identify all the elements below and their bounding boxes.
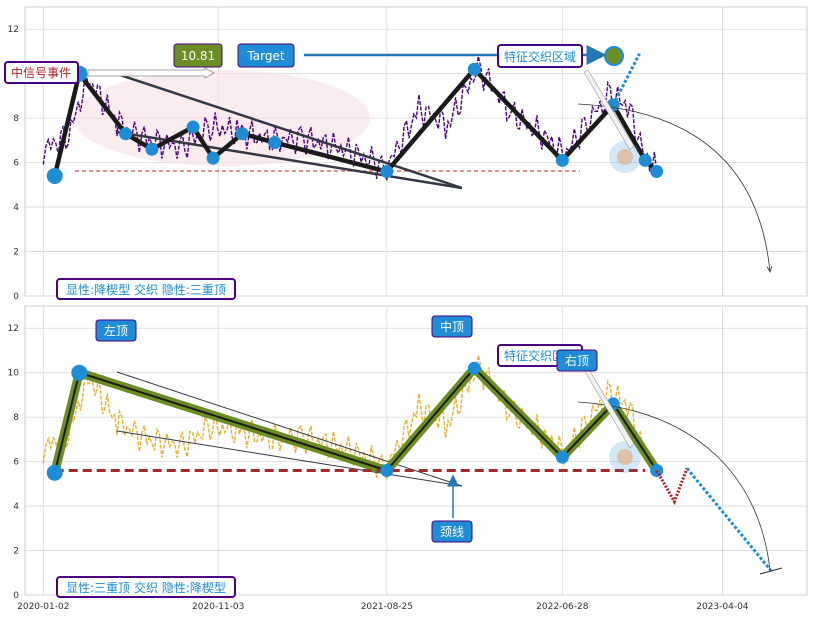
target-marker [604,46,624,66]
y-tick-label: 2 [13,547,19,557]
mid-top-label: 中顶 [431,315,473,338]
target-label-text: Target [246,49,284,63]
pattern-node [235,127,249,141]
right-top-label: 右顶 [556,349,598,372]
y-tick-label: 6 [13,458,19,468]
x-tick-label: 2022-06-28 [536,602,589,612]
x-tick-label: 2020-11-03 [192,602,244,612]
y-tick-label: 6 [13,159,19,169]
zone-pointer-top [583,69,635,151]
x-tick-label: 2023-04-04 [696,602,749,612]
pattern-node [71,364,88,381]
pattern-node [555,450,569,464]
y-tick-label: 8 [13,114,19,124]
event-arrow [87,67,215,79]
y-tick-label: 8 [13,413,19,423]
value-badge-text: 10.81 [181,49,215,63]
y-tick-label: 4 [13,502,19,512]
bottom-grid [25,306,807,596]
right-top-label-text: 右顶 [565,353,589,368]
value-badge: 10.81 [173,43,223,68]
pattern-node [467,62,481,76]
pattern-node [650,464,664,478]
zone-label-top: 特征交织区域 [497,44,583,68]
x-tick-label: 2020-01-02 [17,602,69,612]
left-top-label: 左顶 [95,319,137,342]
forecast-curve-bottom [577,401,771,571]
pattern-node [380,464,394,478]
breakout-dot-top [617,149,633,165]
projection-red-segment [655,467,689,506]
zone-label-top-text: 特征交织区域 [504,49,576,64]
pattern-note-bottom-text: 显性:三重顶 交织 隐性:降楔型 [66,580,226,595]
y-tick-label: 0 [13,292,19,302]
pattern-node [555,153,569,167]
guide-line-lower [116,430,463,487]
guide-line-upper [116,371,463,487]
pattern-node [638,153,652,167]
wedge-zone-ellipse [74,70,370,166]
projection-blue-segment [685,467,774,574]
pattern-node [268,136,282,150]
forecast-curve-top [577,103,770,272]
pattern-node [46,464,63,481]
left-top-label-text: 左顶 [104,323,128,338]
pattern-node [206,151,220,165]
x-tick-label: 2021-08-25 [361,602,413,612]
y-tick-label: 12 [8,324,19,334]
y-tick-label: 2 [13,248,19,258]
bottom-panel: 0 2 4 6 8 10 12 2020-01-02 2020-11-03 2021-08-25… [8,305,808,612]
y-tick-label: 12 [8,25,19,35]
target-bracket [759,567,783,575]
pattern-nodes-bottom [46,361,664,481]
projection-line-top [611,52,641,106]
pattern-node [46,167,63,184]
event-label-text: 中信号事件 [11,65,71,80]
y-tick-label: 10 [8,369,20,379]
pattern-node [145,142,159,156]
bottom-plot-area [24,305,808,596]
event-label: 中信号事件 [4,61,79,84]
pattern-node [650,165,664,179]
pattern-note-top: 显性:降楔型 交织 隐性:三重顶 [56,278,236,300]
pattern-node [380,165,394,179]
pattern-node [186,120,200,134]
neckline-label-text: 颈线 [440,525,464,539]
target-label: Target [237,43,295,68]
mid-top-label-text: 中顶 [440,319,464,334]
price-line-top [42,56,658,181]
pattern-node [467,361,481,375]
pattern-nodes-top [46,62,664,184]
pattern-note-top-text: 显性:降楔型 交织 隐性:三重顶 [66,282,226,297]
bottom-y-ticks: 0 2 4 6 8 10 12 [8,324,20,601]
breakout-dot-bottom [617,449,633,465]
wedge-upper-line [116,72,463,190]
y-tick-label: 4 [13,203,19,213]
y-tick-label: 0 [13,591,19,601]
x-ticks: 2020-01-02 2020-11-03 2021-08-25 2022-06-28… [17,602,749,612]
wedge-lower-line [116,130,463,190]
pattern-node [119,127,133,141]
neckline-label: 颈线 [431,520,473,543]
pattern-note-bottom: 显性:三重顶 交织 隐性:降楔型 [56,576,236,598]
